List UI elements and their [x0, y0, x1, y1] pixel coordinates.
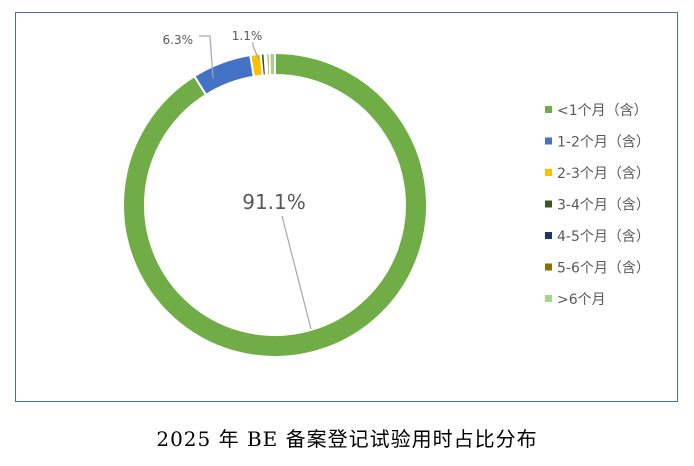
- leader-line-3: [252, 42, 260, 61]
- legend-label-7: >6个月: [557, 292, 606, 308]
- leader-line-1: [281, 215, 312, 330]
- legend: <1个月（含） 1-2个月（含） 2-3个月（含） 3-4个月（含） 4-5个月（含） 5…: [545, 103, 650, 308]
- data-labels: 91.1% 6.3% 1.1%: [163, 29, 306, 214]
- legend-label-3: 2-3个月（含）: [557, 166, 650, 182]
- leader-lines: [199, 35, 312, 330]
- data-label-3: 1.1%: [232, 29, 263, 43]
- donut-slice-7: [268, 51, 276, 77]
- legend-swatch-1: [545, 106, 552, 113]
- legend-swatch-2: [545, 137, 552, 145]
- donut-slices: [122, 51, 428, 358]
- figure-caption: 2025 年 BE 备案登记试验用时占比分布: [156, 427, 538, 451]
- data-label-1: 91.1%: [242, 190, 306, 214]
- legend-label-4: 3-4个月（含）: [557, 198, 650, 214]
- legend-swatch-6: [545, 263, 552, 271]
- legend-label-6: 5-6个月（含）: [557, 261, 650, 277]
- legend-label-2: 1-2个月（含）: [557, 135, 650, 151]
- legend-swatch-4: [545, 200, 552, 208]
- donut-slice-2: [192, 53, 256, 97]
- data-label-2: 6.3%: [163, 33, 194, 47]
- legend-swatch-7: [545, 295, 552, 302]
- donut-slice-1: [122, 51, 428, 358]
- legend-label-1: <1个月（含）: [557, 103, 648, 119]
- leader-line-2: [199, 35, 214, 79]
- legend-swatch-3: [545, 169, 552, 176]
- legend-label-5: 4-5个月（含）: [557, 229, 650, 245]
- legend-swatch-5: [545, 232, 552, 239]
